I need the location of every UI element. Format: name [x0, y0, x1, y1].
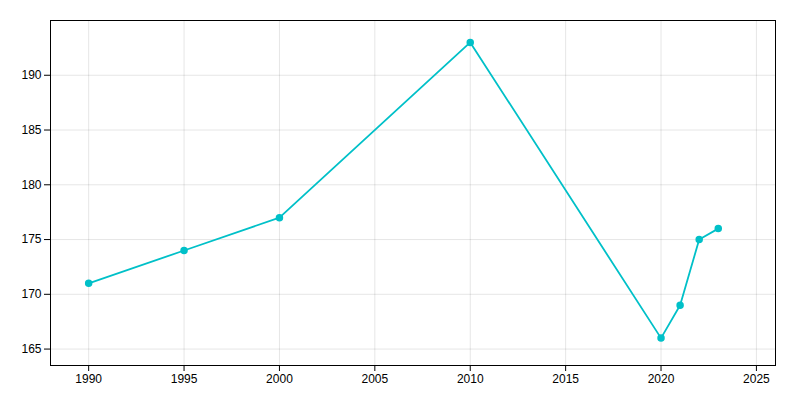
- svg-text:2025: 2025: [743, 372, 770, 386]
- svg-text:190: 190: [21, 68, 41, 82]
- svg-text:1990: 1990: [75, 372, 102, 386]
- svg-text:165: 165: [21, 342, 41, 356]
- svg-text:170: 170: [21, 287, 41, 301]
- svg-text:180: 180: [21, 178, 41, 192]
- svg-text:1995: 1995: [171, 372, 198, 386]
- svg-text:185: 185: [21, 123, 41, 137]
- svg-text:2000: 2000: [266, 372, 293, 386]
- svg-text:2005: 2005: [361, 372, 388, 386]
- svg-text:2015: 2015: [552, 372, 579, 386]
- svg-text:2020: 2020: [648, 372, 675, 386]
- svg-text:175: 175: [21, 232, 41, 246]
- svg-text:2010: 2010: [457, 372, 484, 386]
